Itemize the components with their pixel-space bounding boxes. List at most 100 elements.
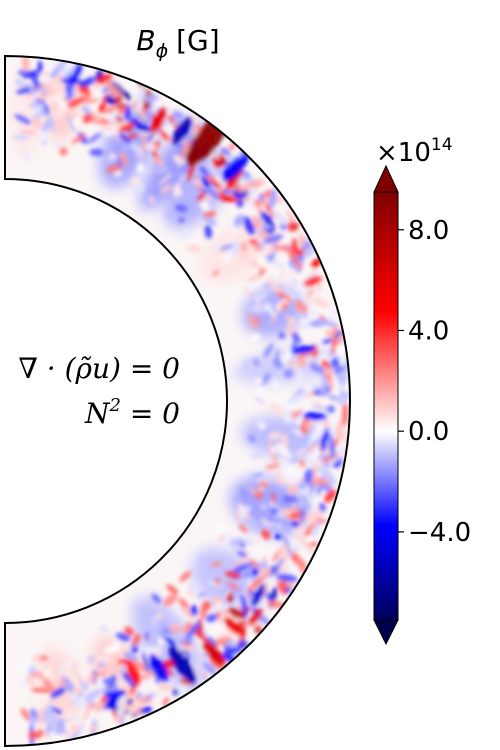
- field-blob: [315, 318, 339, 327]
- field-blob: [115, 674, 124, 689]
- field-blob: [255, 378, 263, 385]
- field-blob: [286, 413, 294, 421]
- field-blob: [261, 529, 271, 540]
- field-blob: [209, 244, 221, 249]
- field-blob: [252, 549, 265, 555]
- field-blob: [183, 635, 194, 644]
- field-blob: [233, 555, 249, 567]
- field-blob: [274, 297, 287, 311]
- field-blob: [179, 174, 189, 182]
- field-blob: [275, 573, 298, 583]
- field-blob: [131, 646, 138, 654]
- field-blob: [282, 534, 291, 554]
- field-blob: [222, 605, 228, 611]
- field-blob: [236, 639, 249, 649]
- field-blob: [223, 646, 243, 656]
- field-blob: [275, 522, 283, 530]
- field-blob: [252, 395, 266, 405]
- field-blob: [124, 104, 131, 122]
- field-blob: [238, 523, 248, 534]
- field-blob: [290, 520, 301, 528]
- field-blob: [264, 463, 281, 470]
- field-blob: [106, 164, 122, 173]
- field-blob: [101, 106, 116, 114]
- field-blob: [266, 591, 272, 602]
- field-blob: [310, 424, 325, 442]
- field-blob: [331, 323, 338, 343]
- field-blob: [71, 692, 86, 711]
- field-blob: [299, 459, 305, 468]
- field-blob: [338, 343, 347, 367]
- field-blob: [317, 519, 328, 523]
- field-blob: [56, 681, 67, 687]
- field-blob: [290, 457, 299, 464]
- field-blob: [28, 731, 37, 740]
- field-blob: [300, 317, 310, 326]
- field-blob: [169, 169, 178, 183]
- field-blob: [210, 561, 223, 568]
- field-blob: [117, 122, 135, 132]
- field-blob: [162, 635, 176, 647]
- field-blob: [196, 591, 208, 598]
- field-blob: [306, 453, 313, 461]
- field-blob: [132, 121, 152, 133]
- field-blob: [249, 487, 258, 495]
- field-blob: [174, 204, 188, 213]
- field-blob: [137, 697, 154, 703]
- field-blob: [75, 672, 82, 684]
- field-blob: [321, 468, 337, 486]
- field-blob: [249, 260, 263, 269]
- field-blob: [91, 112, 102, 123]
- field-blob: [207, 580, 223, 588]
- field-blob: [291, 238, 298, 256]
- field-blob: [122, 671, 136, 687]
- field-blob: [186, 621, 201, 639]
- field-blob: [304, 522, 317, 537]
- field-blob: [125, 133, 140, 139]
- field-blob: [30, 101, 43, 111]
- field-blob: [228, 607, 246, 619]
- field-blob: [289, 506, 296, 513]
- field-blob: [22, 56, 30, 72]
- field-blob: [44, 669, 52, 676]
- field-blob: [292, 332, 298, 338]
- field-blob: [141, 136, 147, 152]
- field-blob: [328, 434, 336, 460]
- field-structure: [171, 117, 192, 145]
- field-blob: [124, 626, 134, 636]
- field-blob: [331, 362, 344, 387]
- field-blob: [132, 633, 141, 647]
- field-blob: [280, 301, 290, 311]
- field-blob: [205, 614, 218, 623]
- field-blob: [226, 168, 244, 187]
- field-blob: [30, 72, 39, 88]
- field-blob: [115, 632, 131, 642]
- field-blob: [295, 387, 306, 396]
- field-blob: [318, 370, 329, 388]
- field-blob: [101, 121, 120, 132]
- field-blob: [284, 368, 294, 379]
- field-blob: [178, 217, 185, 223]
- colorbar-frame: [373, 191, 399, 621]
- field-blob: [219, 243, 234, 251]
- field-blob: [150, 143, 157, 150]
- field-blob: [207, 162, 220, 178]
- field-blob: [186, 165, 194, 183]
- field-blob: [284, 545, 300, 560]
- field-blob: [43, 80, 55, 96]
- field-blob: [227, 241, 241, 251]
- field-blob: [277, 543, 288, 564]
- field-blob: [282, 288, 297, 300]
- field-blob: [270, 209, 290, 227]
- field-blob: [92, 82, 100, 90]
- field-blob: [328, 375, 334, 392]
- field-blob: [51, 707, 63, 715]
- field-blob: [219, 159, 228, 165]
- field-blob: [129, 118, 137, 123]
- field-blob: [250, 536, 262, 547]
- field-structure: [126, 660, 141, 686]
- field-blob: [95, 666, 109, 672]
- field-blob: [297, 447, 306, 456]
- field-blob: [31, 687, 51, 694]
- field-blob: [243, 216, 255, 236]
